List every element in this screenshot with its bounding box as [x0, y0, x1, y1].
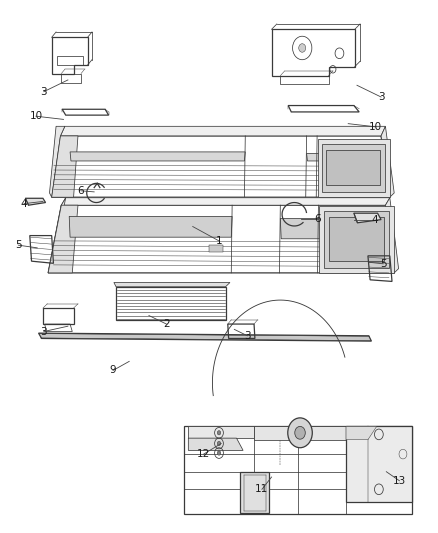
- Text: 10: 10: [369, 122, 382, 132]
- Text: 6: 6: [78, 186, 85, 196]
- Text: 4: 4: [21, 199, 28, 208]
- Circle shape: [217, 441, 221, 446]
- Text: 6: 6: [314, 214, 321, 223]
- Text: 3: 3: [40, 327, 47, 336]
- Text: 3: 3: [378, 92, 385, 102]
- Text: 9: 9: [110, 366, 117, 375]
- Polygon shape: [48, 198, 66, 273]
- Polygon shape: [319, 206, 394, 273]
- Polygon shape: [324, 211, 389, 268]
- Polygon shape: [307, 154, 377, 161]
- Polygon shape: [209, 245, 223, 252]
- Polygon shape: [60, 126, 385, 136]
- Circle shape: [299, 44, 306, 52]
- Polygon shape: [70, 152, 245, 161]
- Polygon shape: [326, 150, 380, 185]
- Polygon shape: [48, 205, 78, 273]
- Polygon shape: [52, 136, 78, 197]
- Text: 5: 5: [15, 240, 22, 250]
- Polygon shape: [329, 217, 384, 261]
- Polygon shape: [354, 213, 381, 223]
- Polygon shape: [280, 219, 371, 239]
- Text: 4: 4: [371, 215, 378, 224]
- Polygon shape: [69, 216, 232, 237]
- Polygon shape: [114, 282, 230, 287]
- Text: 5: 5: [380, 259, 387, 269]
- Polygon shape: [381, 126, 394, 197]
- Text: 11: 11: [255, 484, 268, 494]
- Polygon shape: [322, 144, 385, 192]
- Polygon shape: [318, 139, 390, 197]
- Polygon shape: [385, 198, 399, 273]
- Circle shape: [295, 426, 305, 439]
- Polygon shape: [25, 198, 46, 205]
- Text: 2: 2: [163, 319, 170, 329]
- Polygon shape: [188, 426, 254, 438]
- Text: 1: 1: [215, 236, 223, 246]
- Polygon shape: [346, 426, 377, 440]
- Polygon shape: [61, 198, 390, 205]
- Circle shape: [288, 418, 312, 448]
- Text: 10: 10: [29, 111, 42, 121]
- Text: 3: 3: [40, 87, 47, 96]
- Text: 13: 13: [393, 476, 406, 486]
- Polygon shape: [39, 333, 371, 341]
- Polygon shape: [240, 472, 269, 513]
- Circle shape: [217, 431, 221, 435]
- Polygon shape: [346, 426, 412, 502]
- Circle shape: [217, 451, 221, 455]
- Text: 3: 3: [244, 331, 251, 341]
- Polygon shape: [254, 426, 346, 440]
- Polygon shape: [49, 126, 65, 197]
- Text: 12: 12: [197, 449, 210, 459]
- Polygon shape: [188, 438, 243, 450]
